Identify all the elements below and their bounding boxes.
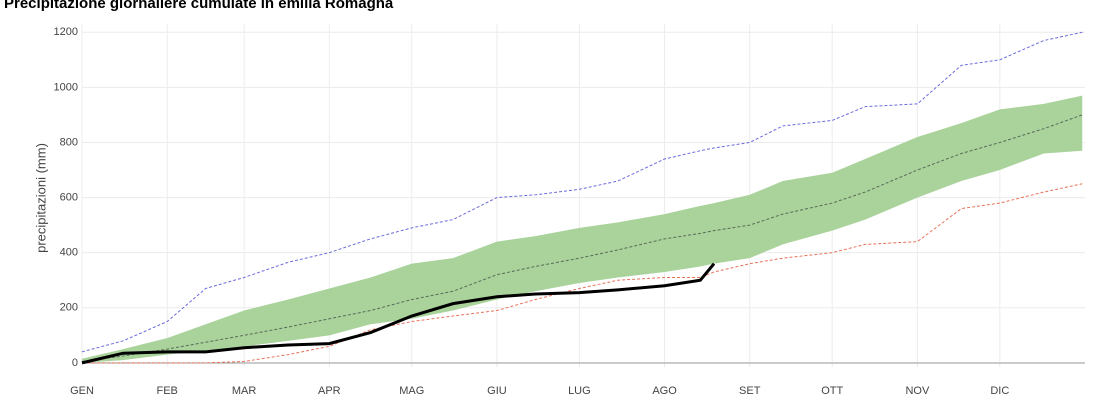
series-line — [82, 183, 1083, 364]
band-area — [82, 95, 1083, 363]
x-tick-label: MAR — [232, 385, 257, 397]
y-tick-label: 800 — [60, 136, 78, 148]
x-tick-label: GIU — [487, 385, 507, 397]
y-tick-label: 1000 — [54, 81, 78, 93]
y-tick-label: 600 — [60, 191, 78, 203]
series-line — [81, 262, 716, 365]
x-tick-label: OTT — [821, 385, 843, 397]
y-tick-label: 0 — [72, 357, 78, 369]
x-tick-label: MAG — [399, 385, 424, 397]
x-tick-label: DIC — [990, 385, 1009, 397]
x-tick-label: APR — [318, 385, 341, 397]
x-tick-label: NOV — [905, 385, 930, 397]
y-tick-label: 1200 — [54, 26, 78, 38]
x-tick-label: AGO — [652, 385, 677, 397]
x-tick-label: FEB — [156, 385, 177, 397]
x-tick-label: SET — [739, 385, 761, 397]
y-tick-label: 400 — [60, 247, 78, 259]
series-line — [81, 114, 1083, 362]
y-axis-title: precipitazioni (mm) — [33, 143, 48, 253]
series-line — [81, 31, 1083, 353]
x-tick-label: LUG — [568, 385, 591, 397]
y-tick-label: 200 — [60, 302, 78, 314]
x-tick-label: GEN — [70, 385, 94, 397]
chart-title: Precipitazione giornaliere cumulate in e… — [4, 0, 394, 12]
